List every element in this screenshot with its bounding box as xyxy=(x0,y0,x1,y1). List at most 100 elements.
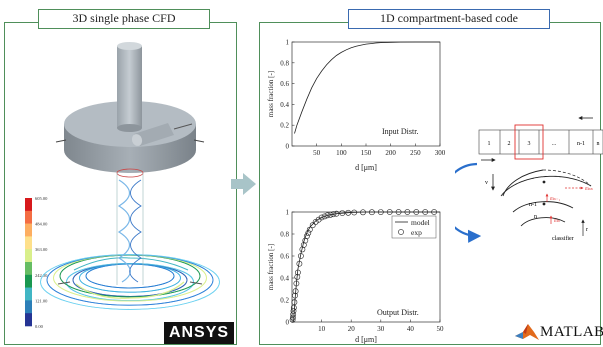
exp-point xyxy=(404,209,411,215)
colorbar-tick-label: 363.00 xyxy=(35,247,48,252)
velocity-colorbar: 605.00 484.00 363.00 242.00 121.00 0.00 xyxy=(25,196,48,329)
exp-point xyxy=(395,209,402,215)
cell-n: n xyxy=(597,141,600,147)
y-tick-label: 1 xyxy=(286,39,290,47)
cfd-panel-title: 3D single phase CFD xyxy=(38,9,210,29)
colorbar-band xyxy=(25,300,32,314)
exp-point xyxy=(290,304,297,311)
exp-point xyxy=(315,216,322,223)
output-plot-xlabel: d [μm] xyxy=(355,335,377,344)
cell-3: 3 xyxy=(528,141,531,147)
cell-n-1: n-1 xyxy=(577,141,585,147)
exp-point xyxy=(294,274,301,280)
exp-point xyxy=(324,212,331,219)
arc-label-n: n xyxy=(534,214,537,220)
exp-point xyxy=(369,209,375,216)
x-tick-label: 50 xyxy=(437,325,445,333)
radius-label: r xyxy=(586,227,588,233)
y-tick-label: 0.2 xyxy=(280,122,289,130)
x-tick-label: 300 xyxy=(435,149,446,157)
cell-1: 1 xyxy=(488,141,491,147)
streamline-pipe-stub xyxy=(189,281,203,285)
arc-label-n-1: n-1 xyxy=(529,202,537,208)
exp-point xyxy=(330,211,337,218)
exp-point xyxy=(302,237,309,244)
x-tick-label: 100 xyxy=(336,149,347,157)
colorbar-band xyxy=(25,198,32,212)
colorbar-tick-label: 605.00 xyxy=(35,196,48,201)
exp-point xyxy=(289,316,296,323)
input-plot-xlabel: d [μm] xyxy=(355,163,377,172)
input-distribution-curve xyxy=(294,41,440,134)
cell-dots: ... xyxy=(552,141,557,147)
model-curve xyxy=(293,211,440,323)
colorbar-tick-label: 0.00 xyxy=(35,324,44,329)
exp-point xyxy=(333,210,340,217)
exp-point xyxy=(318,214,325,221)
legend-exp: exp xyxy=(411,228,422,237)
input-plot-ylabel: mass fraction [-] xyxy=(267,71,275,117)
y-tick-label: 0.4 xyxy=(280,275,289,283)
colorbar-band xyxy=(25,262,32,276)
exp-point xyxy=(339,210,346,216)
exp-point xyxy=(351,209,358,216)
x-tick-label: 250 xyxy=(410,149,421,157)
colorbar-band xyxy=(25,249,32,263)
y-tick-label: 0.8 xyxy=(280,231,289,239)
exp-point xyxy=(360,209,366,216)
legend-model: model xyxy=(411,218,430,227)
transfer-arrow xyxy=(231,173,256,195)
output-plot-annotation: Output Distr. xyxy=(377,308,419,317)
exp-point xyxy=(299,246,306,253)
colorbar-band xyxy=(25,223,32,237)
cfd-geometry-view: 605.00 484.00 363.00 242.00 121.00 0.00 xyxy=(25,42,220,329)
y-tick-label: 0.6 xyxy=(280,253,289,261)
exp-point xyxy=(290,308,297,314)
x-tick-label: 200 xyxy=(385,149,396,157)
compartment-schematic: 1 2 3 ... n-1 n v n-1 n mₙ₋₁ mₙ xyxy=(455,116,603,243)
exp-point xyxy=(300,242,307,248)
exp-point xyxy=(306,226,313,233)
exp-point xyxy=(413,209,420,215)
matlab-logo-text: MATLAB xyxy=(540,324,603,340)
y-tick-label: 0.6 xyxy=(280,80,289,88)
colorbar-tick-label: 242.00 xyxy=(35,273,48,278)
streamline-ring xyxy=(40,254,220,310)
matlab-logo: MATLAB xyxy=(514,321,603,343)
output-distribution-chart: 10 20 30 40 50 0 0.2 0.4 0.6 0.8 1 model exp Outpu… xyxy=(267,209,445,345)
exp-point xyxy=(289,314,296,321)
exp-point xyxy=(305,230,312,236)
outlet-pipe xyxy=(117,42,142,132)
exp-point xyxy=(327,211,334,218)
y-tick-label: 1 xyxy=(286,209,290,217)
compartment-row: 1 2 3 ... n-1 n xyxy=(478,116,603,162)
exp-point xyxy=(292,288,299,295)
ansys-logo: ANSYS xyxy=(164,322,234,344)
colorbar-band xyxy=(25,274,32,288)
colorbar-tick-label: 121.00 xyxy=(35,298,48,303)
exp-point xyxy=(296,260,303,267)
mass-label-out: mₙₕ xyxy=(585,187,593,192)
x-tick-label: 40 xyxy=(407,325,415,333)
inlet-pipe xyxy=(131,123,193,146)
classifier-label: classifier xyxy=(552,235,574,242)
exp-point xyxy=(431,209,437,215)
colorbar-band xyxy=(25,210,32,224)
y-tick-label: 0.8 xyxy=(280,59,289,67)
exp-point xyxy=(386,209,393,215)
exp-point xyxy=(293,280,300,287)
x-tick-label: 150 xyxy=(361,149,372,157)
streamline-band xyxy=(75,281,185,299)
exp-point xyxy=(290,311,297,318)
streamline-field xyxy=(40,168,220,310)
classifier-arcs: n-1 n mₙ₋₁ mₙ mₙₕ classifier r xyxy=(500,169,593,242)
exp-point xyxy=(303,233,310,240)
output-plot-legend: model exp xyxy=(391,215,437,239)
exp-point xyxy=(345,209,352,216)
exp-point xyxy=(291,299,298,306)
streamline-pipe-stub xyxy=(57,281,71,285)
output-plot-ylabel: mass fraction [-] xyxy=(267,244,275,290)
streamline-band xyxy=(73,257,189,271)
exp-point xyxy=(321,213,328,220)
mass-label-n-1: mₙ₋₁ xyxy=(550,197,561,202)
